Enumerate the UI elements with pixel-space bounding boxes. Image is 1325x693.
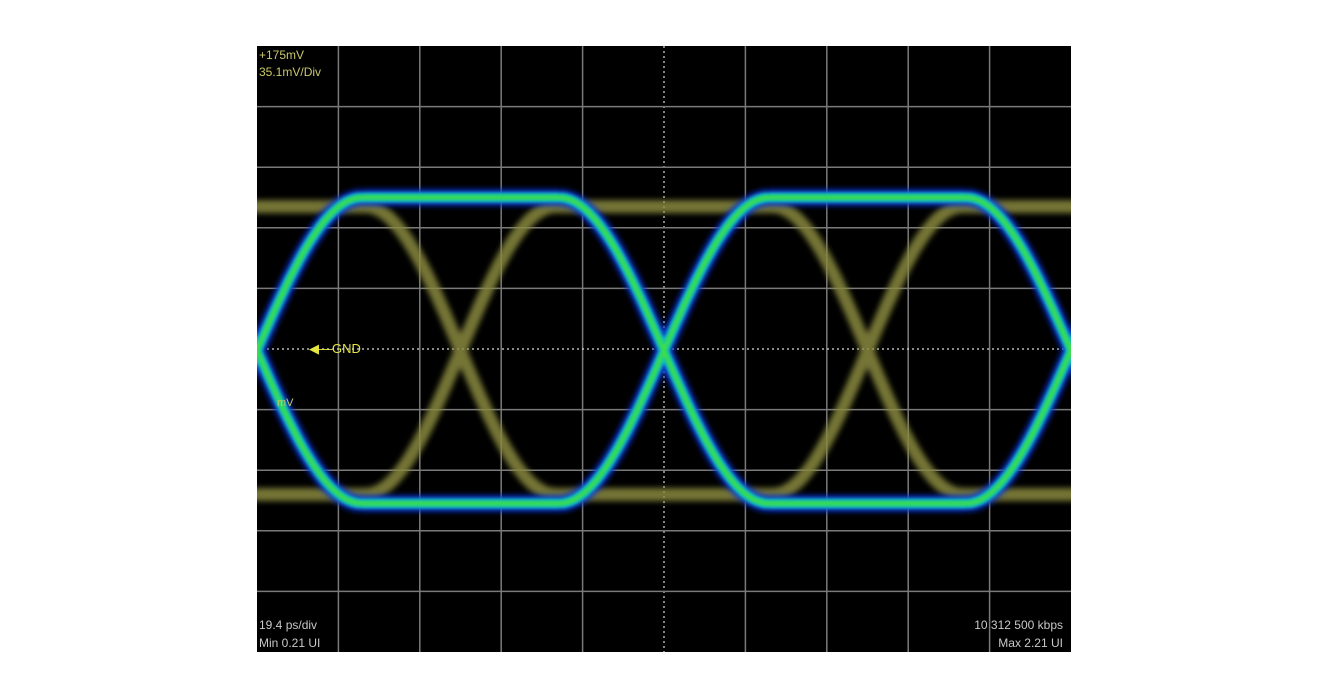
time-scale-readout: 19.4 ps/div [259,618,318,632]
min-ui-readout: Min 0.21 UI [259,636,321,650]
grid [257,46,1071,652]
eye-diagram-plot [257,46,1071,652]
ghost-trace-band [257,200,1071,501]
offset-readout: +175mV [259,48,305,62]
oscilloscope-display: +175mV 35.1mV/Div mV ◀—GND 19.4 ps/div M… [257,46,1071,652]
vertical-scale-readout: 35.1mV/Div [259,65,322,79]
ground-label: GND [332,341,361,356]
eye-trace [257,189,1071,512]
data-rate-readout: 10 312 500 kbps [974,618,1063,632]
ground-marker: ◀—GND [309,342,361,356]
max-ui-readout: Max 2.21 UI [998,636,1063,650]
ghost-eye-trace [257,200,1071,501]
ground-unit-label: mV [277,397,294,409]
arrow-left-icon: ◀— [309,341,332,356]
